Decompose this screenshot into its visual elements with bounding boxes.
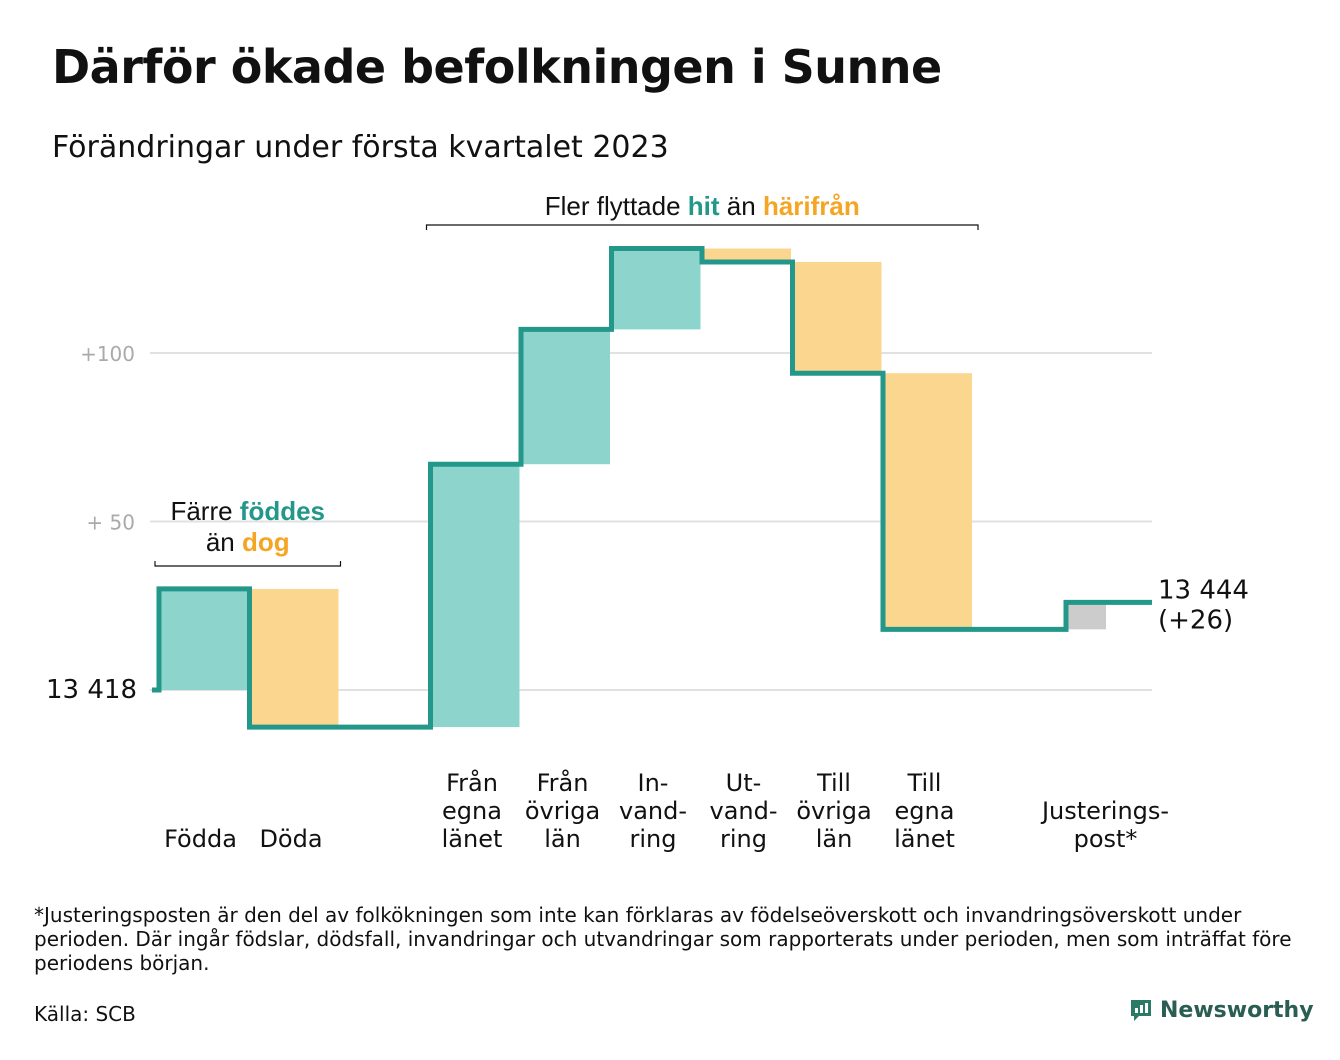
end-value-label: 13 444	[1158, 575, 1249, 605]
category-label: Från egna länet	[442, 768, 503, 853]
category-label: In-vand-ring	[619, 769, 687, 853]
natural-change-bracket	[154, 561, 342, 567]
waterfall-bar	[249, 588, 339, 728]
chart-subtitle: Förändringar under första kvartalet 2023	[52, 130, 669, 165]
waterfall-bar	[792, 262, 882, 374]
natural-change-annotation: än dog	[206, 527, 290, 557]
waterfall-bar	[521, 329, 610, 465]
waterfall-chart: +100 + 50 13 418 13 444(+26) Födda Döda Från eg…	[46, 191, 1249, 853]
waterfall-bar	[159, 588, 248, 690]
category-label: Till övriga län	[796, 769, 871, 853]
cumulative-step-line	[152, 246, 1152, 730]
category-label: Döda	[259, 825, 322, 853]
start-value-label: 13 418	[46, 675, 137, 705]
chart-title: Därför ökade befolkningen i Sunne	[52, 40, 942, 94]
brand-logo: Newsworthy	[1128, 997, 1314, 1023]
category-label: Ut-vand-ring	[709, 769, 777, 853]
end-change-label: (+26)	[1158, 605, 1233, 635]
category-label: Från övriga län	[525, 768, 600, 853]
newsworthy-logo-icon	[1131, 1000, 1151, 1021]
category-label: Justerings-post*	[1040, 797, 1169, 853]
y-tick-label: +100	[80, 342, 135, 366]
waterfall-bar	[430, 464, 520, 728]
waterfall-bar	[883, 373, 972, 630]
waterfall-bar	[1066, 602, 1106, 630]
waterfall-bar	[702, 248, 791, 263]
brand-name: Newsworthy	[1160, 997, 1314, 1023]
category-label: Till egna länet	[894, 769, 955, 853]
natural-change-annotation: Färre föddes	[170, 496, 325, 526]
migration-bracket	[425, 224, 979, 230]
footnote: *Justeringsposten är den del av folkökni…	[34, 903, 1292, 975]
y-tick-label: + 50	[86, 511, 135, 535]
migration-annotation: Fler flyttade hit än härifrån	[545, 191, 860, 221]
source-label: Källa: SCB	[34, 1002, 136, 1026]
waterfall-bar	[611, 248, 701, 330]
category-label: Födda	[164, 825, 237, 853]
